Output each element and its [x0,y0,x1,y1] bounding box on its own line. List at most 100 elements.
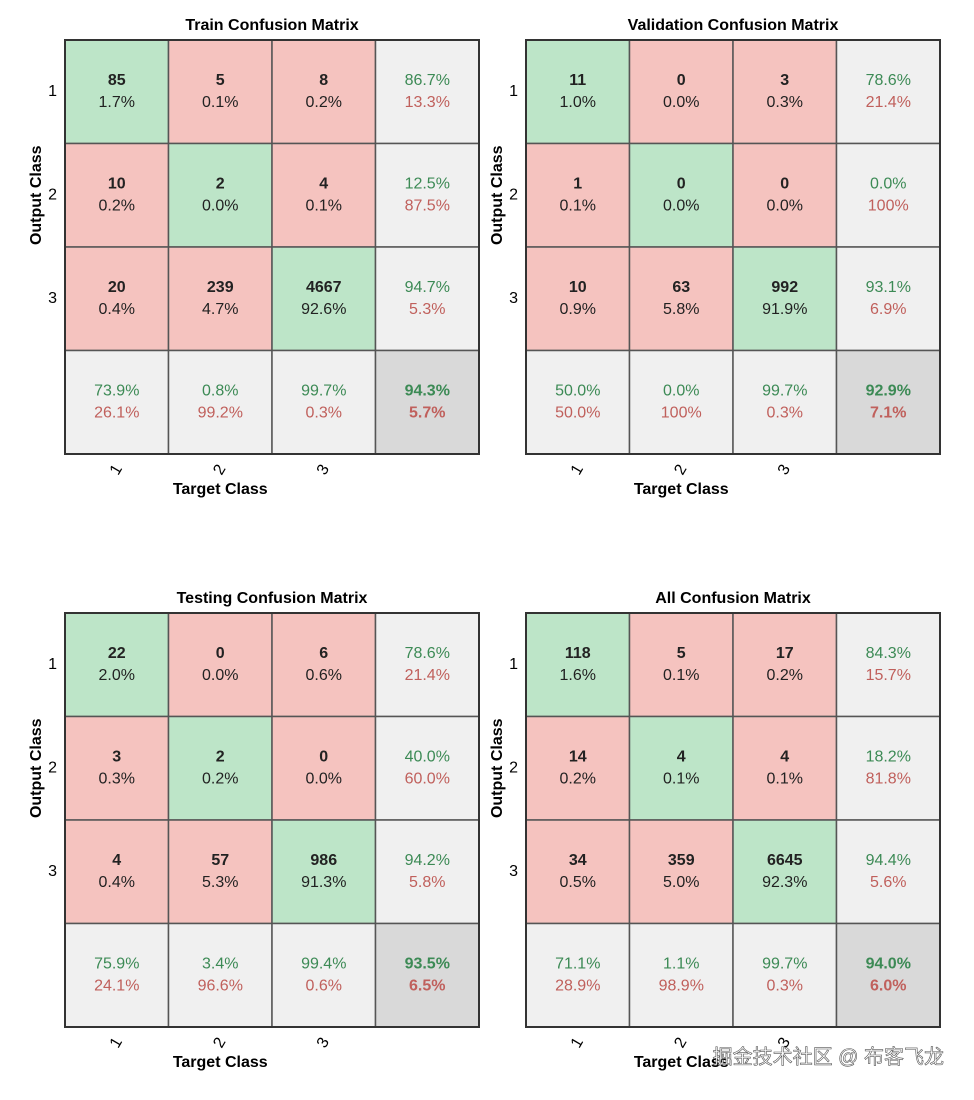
summary-cell [835,246,941,352]
cell-count: 57 [211,852,229,869]
y-tick-label: 1 [509,656,518,673]
summary-cell [167,349,273,455]
cell-percent: 0.1% [202,94,238,111]
cell-count: 20 [108,279,126,296]
cell-percent: 0.5% [560,874,596,891]
cell-count: 992 [771,279,798,296]
summary-cell [64,922,170,1028]
cell-percent: 91.9% [762,301,807,318]
row-good: 12.5% [405,175,450,192]
cell-count: 10 [108,175,126,192]
cell-count: 0 [319,748,328,765]
cell-percent: 1.0% [560,94,596,111]
x-tick-label: 1 [568,1035,587,1051]
row-bad: 5.8% [409,874,445,891]
summary-cell [628,349,734,455]
chart-title: All Confusion Matrix [655,590,811,607]
cell [64,715,170,821]
summary-cell [732,349,838,455]
confusion-matrix: All Confusion Matrix 118 1.6% 5 0.1% 17 0.2% 84… [489,590,941,1071]
col-good: 0.0% [663,382,699,399]
confusion-matrix: Validation Confusion Matrix111.0%00.0%30… [489,17,941,498]
cell-count: 2 [216,175,225,192]
cell-percent: 0.2% [202,770,238,787]
summary-cell [835,39,941,145]
cell-count: 14 [569,748,587,765]
overall-cell [835,349,941,455]
summary-cell [525,349,631,455]
cell-percent: 0.0% [767,197,803,214]
summary-cell [374,246,480,352]
cell-percent: 0.2% [560,770,596,787]
cell-percent: 0.1% [560,197,596,214]
cell [628,39,734,145]
chart-title: Validation Confusion Matrix [628,17,839,34]
cell-percent: 0.1% [663,667,699,684]
watermark: 掘金技术社区 @ 布客飞龙 [713,1045,944,1068]
cell [628,819,734,925]
cell-percent: 0.1% [767,770,803,787]
cell-count: 359 [668,852,695,869]
col-bad: 99.2% [198,404,243,421]
cell-percent: 0.2% [306,94,342,111]
x-tick-label: 3 [775,462,794,478]
overall-bad: 7.1% [870,404,906,421]
col-good: 99.7% [762,382,807,399]
overall-bad: 5.7% [409,404,445,421]
summary-cell [525,922,631,1028]
cell-count: 4 [112,852,121,869]
cell-percent: 0.0% [306,770,342,787]
cell-percent: 0.3% [767,94,803,111]
overall-bad: 6.5% [409,977,445,994]
cell-percent: 4.7% [202,301,238,318]
cell [732,819,838,925]
row-bad: 100% [868,197,909,214]
summary-cell [374,819,480,925]
col-good: 75.9% [94,955,139,972]
cell-percent: 0.0% [202,667,238,684]
col-good: 71.1% [555,955,600,972]
cell-percent: 0.1% [663,770,699,787]
confusion-matrix: Testing Confusion Matrix222.0%00.0%60.6%… [28,590,480,1071]
summary-cell [374,612,480,718]
row-good: 18.2% [866,748,911,765]
cell [64,39,170,145]
summary-cell [835,612,941,718]
row-good: 78.6% [405,645,450,662]
row-good: 93.1% [866,279,911,296]
cell-percent: 5.0% [663,874,699,891]
y-tick-label: 1 [48,83,57,100]
x-tick-label: 1 [107,1035,126,1051]
cell-percent: 0.0% [202,197,238,214]
summary-cell [271,922,377,1028]
y-tick-label: 1 [48,656,57,673]
cell-percent: 2.0% [99,667,135,684]
overall-good: 94.0% [866,955,911,972]
row-good: 78.6% [866,72,911,89]
cell [525,819,631,925]
cell-count: 4 [780,748,789,765]
cell [167,612,273,718]
frame [525,612,941,1028]
cell-percent: 0.1% [306,197,342,214]
cell [628,142,734,248]
chart-title: Testing Confusion Matrix [177,590,368,607]
cell-percent: 0.4% [99,874,135,891]
x-axis-label: Target Class [173,481,268,498]
cell-count: 22 [108,645,126,662]
row-good: 94.7% [405,279,450,296]
overall-cell [835,922,941,1028]
cell-count: 1 [573,175,582,192]
cell-count: 11 [569,72,586,89]
cell-count: 34 [569,852,587,869]
cell [64,819,170,925]
summary-cell [732,922,838,1028]
overall-good: 92.9% [866,382,911,399]
cell [167,246,273,352]
cell-count: 986 [310,852,337,869]
row-bad: 87.5% [405,197,450,214]
cell [732,715,838,821]
row-bad: 13.3% [405,94,450,111]
cell-count: 10 [569,279,587,296]
cell [525,246,631,352]
